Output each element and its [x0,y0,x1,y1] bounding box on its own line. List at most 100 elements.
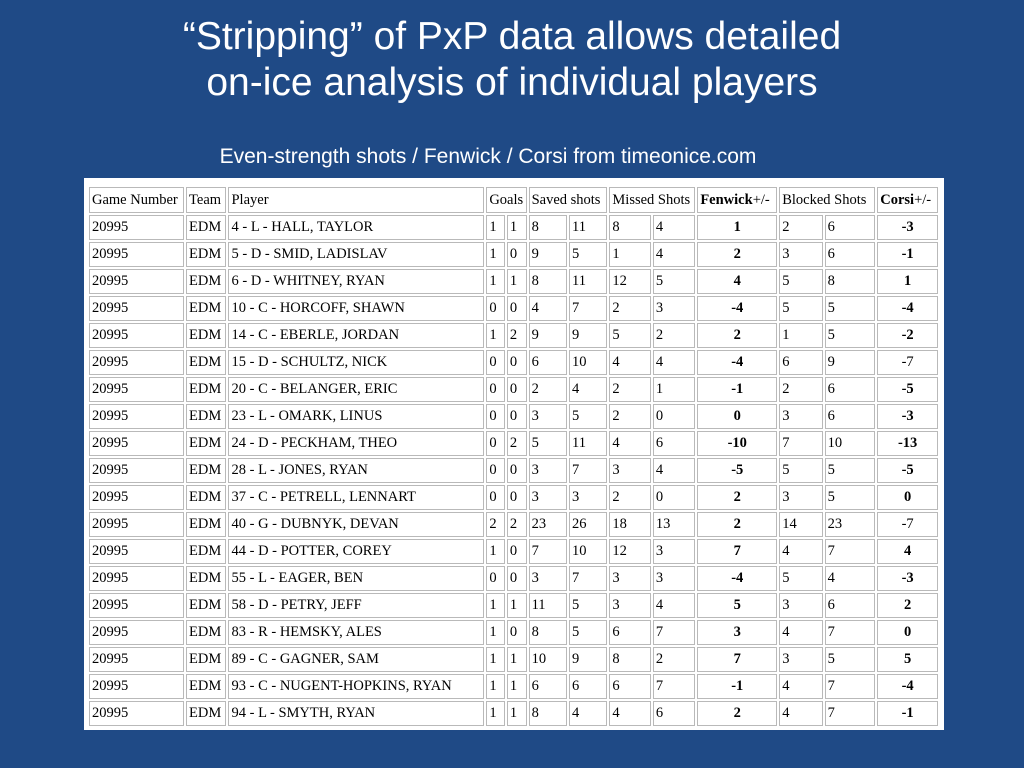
table-row: 20995 EDM 37 - C - PETRELL, LENNART 0 0 3 3 2 0 2… [89,485,938,510]
cell-blocked-against: 9 [824,350,876,375]
cell-goals-for: 0 [486,431,505,456]
cell-goals-against: 0 [506,539,527,564]
cell-blocked-against: 10 [824,431,876,456]
cell-saved-against: 11 [568,215,608,240]
cell-missed-for: 3 [609,458,651,483]
table-row: 20995 EDM 15 - D - SCHULTZ, NICK 0 0 6 10 4 4 -4 6… [89,350,938,375]
cell-missed-against: 7 [652,620,696,645]
header-goals: Goals [486,187,527,213]
cell-missed-for: 8 [609,647,651,672]
header-game-number: Game Number [89,187,185,213]
cell-saved-for: 4 [528,296,567,321]
stats-table: Game Number Team Player Goals Saved shot… [87,185,940,728]
cell-saved-against: 7 [568,296,608,321]
cell-player: 93 - C - NUGENT-HOPKINS, RYAN [228,674,485,699]
cell-game-number: 20995 [89,620,185,645]
cell-saved-for: 8 [528,620,567,645]
cell-saved-for: 8 [528,215,567,240]
cell-saved-for: 9 [528,242,567,267]
cell-missed-for: 12 [609,539,651,564]
cell-goals-for: 2 [486,512,505,537]
cell-blocked-against: 7 [824,674,876,699]
cell-game-number: 20995 [89,323,185,348]
cell-fenwick: 2 [697,485,778,510]
cell-saved-for: 10 [528,647,567,672]
cell-game-number: 20995 [89,593,185,618]
cell-blocked-for: 14 [779,512,823,537]
cell-game-number: 20995 [89,269,185,294]
cell-blocked-against: 7 [824,620,876,645]
cell-corsi: -4 [877,296,938,321]
cell-blocked-for: 4 [779,539,823,564]
header-player: Player [228,187,485,213]
header-fenwick-suffix: +/- [752,191,770,208]
header-missed-shots: Missed Shots [609,187,696,213]
cell-fenwick: -4 [697,296,778,321]
cell-blocked-for: 3 [779,647,823,672]
cell-game-number: 20995 [89,431,185,456]
cell-blocked-against: 8 [824,269,876,294]
cell-blocked-against: 5 [824,323,876,348]
header-corsi-suffix: +/- [914,191,932,208]
slide-title-line2: on-ice analysis of individual players [206,61,818,104]
cell-goals-for: 1 [486,215,505,240]
cell-blocked-against: 6 [824,404,876,429]
cell-blocked-for: 4 [779,701,823,726]
cell-missed-against: 3 [652,566,696,591]
cell-player: 40 - G - DUBNYK, DEVAN [228,512,485,537]
cell-team: EDM [186,512,227,537]
cell-goals-for: 1 [486,701,505,726]
cell-saved-against: 7 [568,566,608,591]
cell-goals-for: 1 [486,242,505,267]
cell-saved-for: 8 [528,269,567,294]
cell-goals-for: 1 [486,323,505,348]
cell-missed-against: 7 [652,674,696,699]
cell-player: 14 - C - EBERLE, JORDAN [228,323,485,348]
cell-corsi: 0 [877,620,938,645]
cell-goals-against: 0 [506,485,527,510]
cell-goals-against: 2 [506,512,527,537]
table-row: 20995 EDM 5 - D - SMID, LADISLAV 1 0 9 5 1 4 2 3 6-… [89,242,938,267]
cell-blocked-for: 2 [779,215,823,240]
cell-blocked-against: 6 [824,593,876,618]
cell-fenwick: -5 [697,458,778,483]
cell-goals-for: 0 [486,566,505,591]
cell-saved-against: 5 [568,620,608,645]
cell-blocked-against: 5 [824,296,876,321]
cell-missed-against: 13 [652,512,696,537]
cell-missed-against: 3 [652,296,696,321]
cell-player: 28 - L - JONES, RYAN [228,458,485,483]
slide-subtitle: Even-strength shots / Fenwick / Corsi fr… [219,145,757,168]
cell-goals-against: 1 [506,593,527,618]
cell-goals-for: 0 [486,404,505,429]
cell-missed-for: 2 [609,296,651,321]
cell-saved-against: 3 [568,485,608,510]
table-row: 20995 EDM 28 - L - JONES, RYAN 0 0 3 7 3 4 -5 5 5 -5 [89,458,938,483]
cell-blocked-against: 23 [824,512,876,537]
cell-missed-against: 4 [652,215,696,240]
cell-game-number: 20995 [89,215,185,240]
cell-saved-against: 11 [568,269,608,294]
cell-goals-for: 0 [486,485,505,510]
cell-goals-against: 0 [506,350,527,375]
cell-missed-for: 2 [609,485,651,510]
cell-saved-against: 4 [568,701,608,726]
cell-fenwick: -4 [697,350,778,375]
cell-blocked-for: 5 [779,296,823,321]
table-row: 20995 EDM 83 - R - HEMSKY, ALES 1 0 8 5 6 7 3 4 7 0 [89,620,938,645]
cell-player: 58 - D - PETRY, JEFF [228,593,485,618]
cell-goals-against: 0 [506,377,527,402]
cell-game-number: 20995 [89,566,185,591]
cell-fenwick: 3 [697,620,778,645]
cell-fenwick: 0 [697,404,778,429]
cell-missed-against: 4 [652,458,696,483]
cell-fenwick: 2 [697,323,778,348]
cell-team: EDM [186,539,227,564]
cell-player: 37 - C - PETRELL, LENNART [228,485,485,510]
cell-player: 6 - D - WHITNEY, RYAN [228,269,485,294]
cell-blocked-against: 7 [824,539,876,564]
cell-game-number: 20995 [89,512,185,537]
cell-corsi: -1 [877,701,938,726]
cell-fenwick: 4 [697,269,778,294]
cell-game-number: 20995 [89,242,185,267]
